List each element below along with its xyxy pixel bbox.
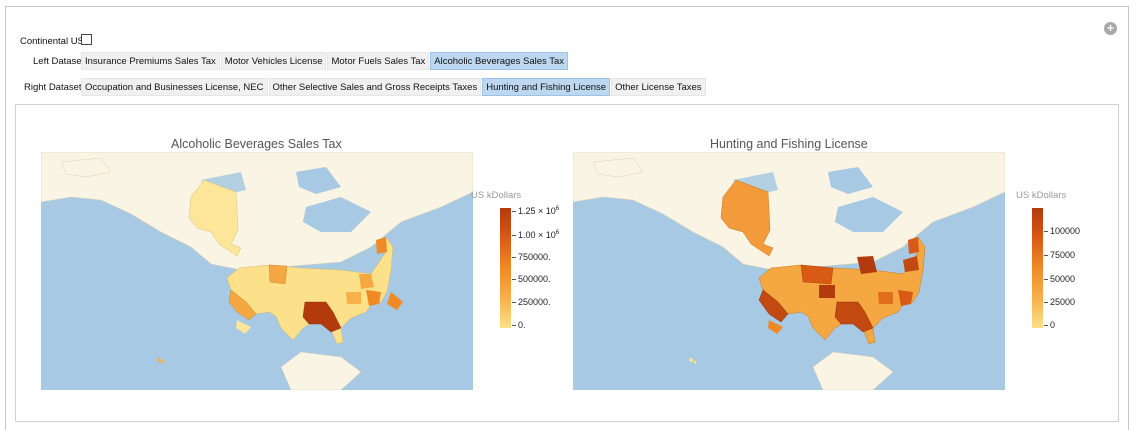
left-legend-colorbar (500, 208, 511, 328)
right-option-hunting[interactable]: Hunting and Fishing License (482, 78, 611, 96)
left-legend-tick: 500000. (512, 274, 551, 284)
add-icon[interactable]: + (1104, 22, 1117, 35)
left-legend-tick: 1.00 × 106 (511, 230, 560, 240)
right-choropleth-map (573, 152, 1005, 390)
left-option-motor-vehicles[interactable]: Motor Vehicles License (220, 52, 327, 70)
left-option-motor-fuels[interactable]: Motor Fuels Sales Tax (327, 52, 430, 70)
right-map-title: Hunting and Fishing License (710, 137, 868, 151)
left-choropleth-map (41, 152, 473, 390)
left-legend-title: US kDollars (471, 190, 522, 201)
left-legend-tick: 250000. (512, 297, 551, 307)
right-option-other-license[interactable]: Other License Taxes (611, 78, 706, 96)
left-option-alcoholic[interactable]: Alcoholic Beverages Sales Tax (430, 52, 569, 70)
right-dataset-buttons: Occupation and Businesses License, NEC O… (81, 78, 707, 96)
right-legend-tick: 100000 (1043, 226, 1081, 236)
right-option-other-selective[interactable]: Other Selective Sales and Gross Receipts… (268, 78, 482, 96)
left-legend-tick: 0. (512, 320, 526, 330)
right-legend-tick: 0 (1043, 320, 1056, 330)
right-legend-title: US kDollars (1016, 190, 1067, 201)
right-legend-tick: 75000 (1043, 250, 1076, 260)
right-legend-tick: 25000 (1043, 297, 1076, 307)
left-dataset-label: Left Dataset (33, 56, 85, 67)
left-option-insurance[interactable]: Insurance Premiums Sales Tax (81, 52, 220, 70)
continental-us-label: Continental US (20, 36, 84, 47)
right-legend-colorbar (1032, 208, 1043, 328)
right-dataset-label: Right Dataset (24, 82, 82, 93)
continental-us-checkbox[interactable] (81, 34, 92, 45)
left-dataset-buttons: Insurance Premiums Sales Tax Motor Vehic… (81, 52, 569, 70)
left-legend-tick: 750000. (512, 252, 551, 262)
right-legend-tick: 50000 (1043, 274, 1076, 284)
right-option-occupation[interactable]: Occupation and Businesses License, NEC (81, 78, 268, 96)
left-legend-tick: 1.25 × 106 (511, 206, 560, 216)
left-map-title: Alcoholic Beverages Sales Tax (171, 137, 342, 151)
